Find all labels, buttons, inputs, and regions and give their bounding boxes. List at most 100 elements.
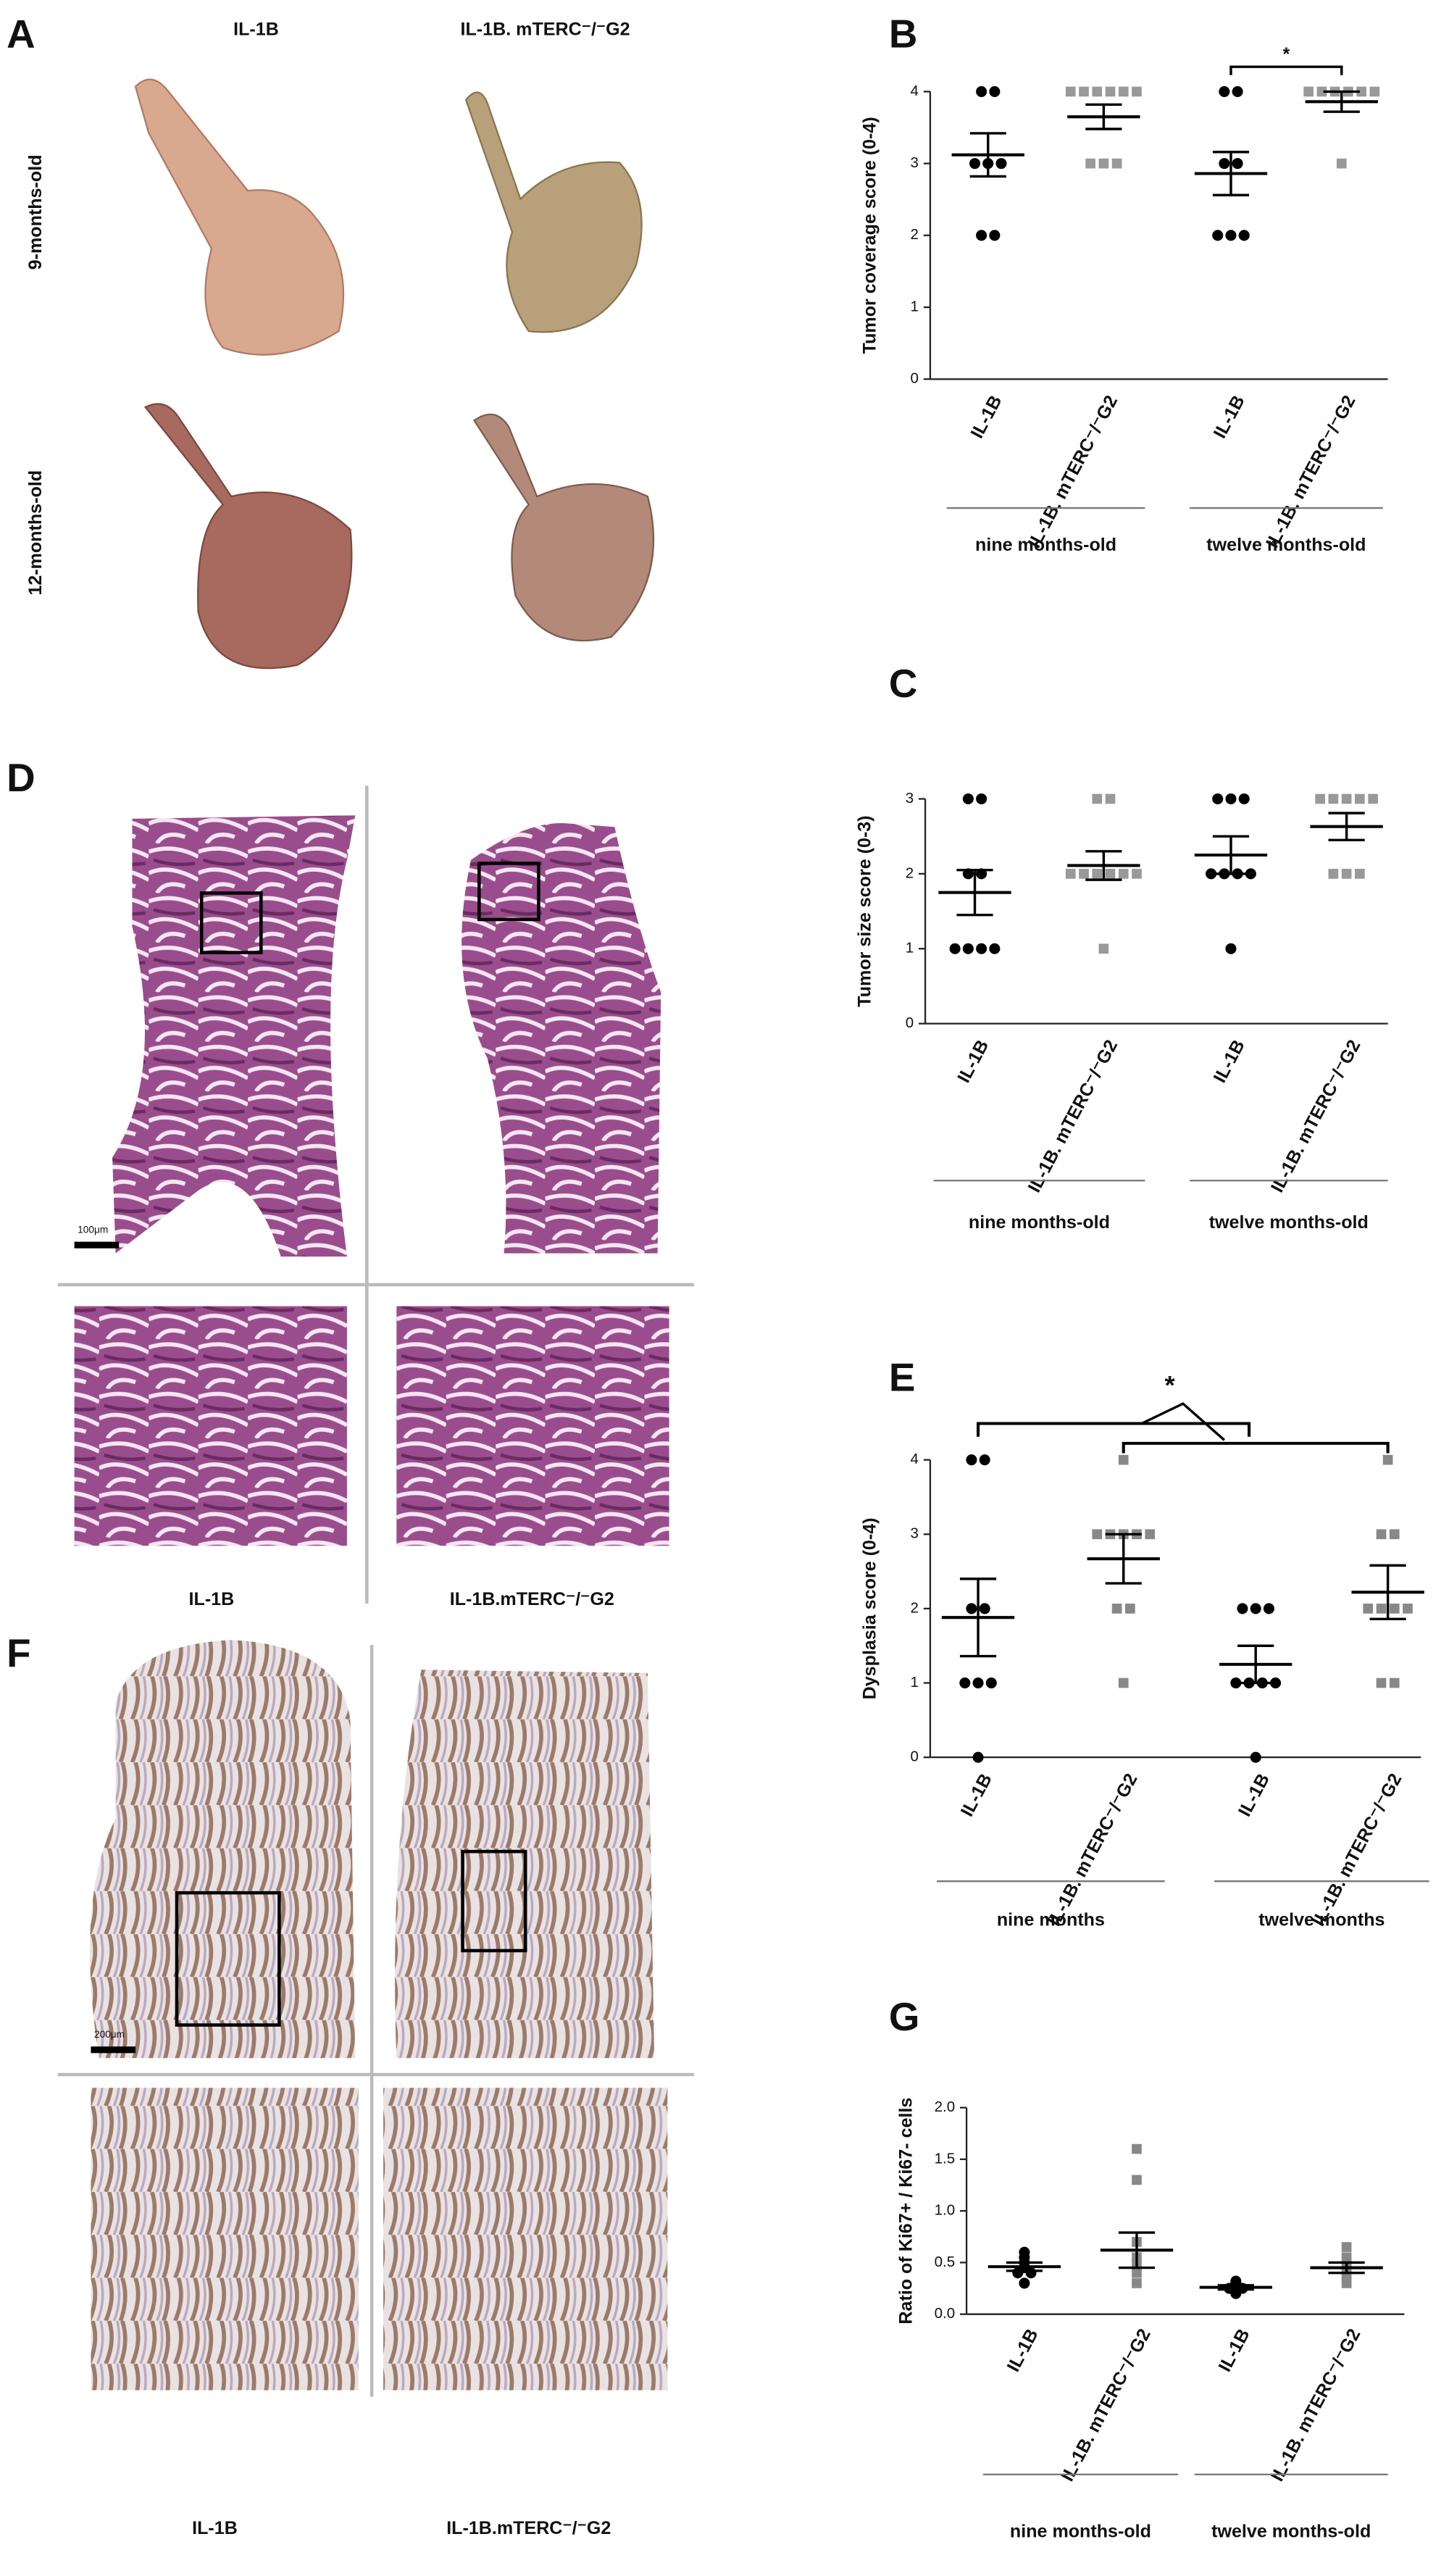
- y-tick-label: 0: [911, 1748, 919, 1765]
- data-point: [1206, 868, 1217, 880]
- y-tick-label: 2: [911, 226, 919, 243]
- data-point: [972, 1677, 984, 1689]
- row-label: 9-months-old: [25, 154, 46, 270]
- data-point: [976, 230, 987, 241]
- data-point: [1341, 793, 1352, 804]
- data-point: [1250, 1751, 1261, 1763]
- y-tick-label: 0: [911, 370, 919, 387]
- column-label: IL-1B. mTERC⁻/⁻G2: [461, 20, 630, 40]
- image-label: IL-1B.mTERC⁻/⁻G2: [450, 1589, 614, 1609]
- histology-image: [462, 822, 661, 1254]
- significance-bracket: [1122, 1441, 1390, 1454]
- image-label: IL-1B: [189, 1589, 235, 1609]
- x-tick-label: IL-1B. mTERC⁻/⁻G2: [1308, 1770, 1406, 1930]
- data-point: [976, 943, 987, 954]
- data-point: [1225, 230, 1237, 241]
- data-point: [1225, 793, 1237, 804]
- data-point: [1245, 868, 1256, 880]
- data-point: [1250, 1603, 1261, 1614]
- histology-image: [91, 2088, 359, 2390]
- y-tick-label: 3: [911, 154, 919, 171]
- data-point: [1105, 869, 1116, 879]
- x-tick-label: IL-1B: [1210, 392, 1249, 442]
- y-axis-label: Dysplasia score (0-4): [859, 1517, 880, 1699]
- y-tick-label: 0: [906, 1014, 914, 1031]
- data-point: [1232, 86, 1243, 97]
- group-label: nine months: [997, 1910, 1105, 1930]
- inset-box: [461, 1849, 527, 1953]
- group-label: twelve months: [1258, 1910, 1385, 1930]
- data-point: [989, 230, 1001, 241]
- histology-image: [112, 815, 356, 1257]
- data-point: [979, 1454, 990, 1466]
- data-point: [962, 943, 974, 954]
- data-point: [966, 1603, 977, 1614]
- panel-letter: C: [889, 661, 918, 706]
- x-tick-label: IL-1B: [1210, 1036, 1249, 1086]
- data-point: [1237, 1603, 1248, 1614]
- group-label: nine months-old: [969, 1212, 1110, 1233]
- significance-bracket: [1229, 65, 1343, 75]
- x-tick-label: IL-1B. mTERC⁻/⁻G2: [1057, 2325, 1155, 2485]
- inset-box: [175, 1891, 281, 2027]
- y-tick-label: 1: [911, 298, 919, 314]
- y-tick-label: 4: [911, 83, 919, 99]
- photo-specimen: [143, 403, 353, 670]
- y-tick-label: 2: [906, 864, 914, 881]
- data-point: [1303, 86, 1314, 97]
- data-point: [1105, 793, 1116, 804]
- panel-letter: G: [889, 1994, 920, 2039]
- x-tick-label: IL-1B: [1003, 2325, 1043, 2375]
- histology-image: [90, 1640, 356, 2059]
- data-point: [1085, 158, 1095, 169]
- data-point: [1219, 158, 1230, 170]
- data-point: [1328, 869, 1339, 879]
- y-tick-label: 4: [911, 1451, 919, 1467]
- data-point: [1132, 2267, 1142, 2278]
- data-point: [1212, 230, 1224, 241]
- panel-letter: E: [889, 1355, 916, 1400]
- y-tick-label: 3: [906, 790, 914, 806]
- y-tick-label: 3: [911, 1525, 919, 1542]
- data-point: [1238, 230, 1250, 241]
- data-point: [1363, 1604, 1374, 1614]
- data-point: [1355, 869, 1365, 879]
- y-tick-label: 0.5: [935, 2254, 956, 2270]
- data-point: [1389, 1529, 1400, 1540]
- data-point: [989, 943, 1001, 954]
- significance-bracket: [1141, 1402, 1225, 1441]
- histology-image: [74, 1306, 347, 1546]
- y-tick-label: 1.0: [935, 2202, 956, 2219]
- data-point: [1132, 86, 1142, 97]
- data-point: [1098, 943, 1109, 954]
- data-point: [1212, 793, 1224, 804]
- data-point: [1111, 158, 1122, 169]
- data-point: [1341, 2278, 1352, 2288]
- data-point: [1118, 86, 1129, 97]
- data-point: [989, 86, 1001, 97]
- data-point: [1336, 158, 1347, 169]
- panel-letter: D: [7, 755, 36, 800]
- data-point: [1012, 2267, 1024, 2279]
- panel-a: A IL-1B IL-1B. mTERC⁻/⁻G2 9-months-old 1…: [7, 12, 655, 670]
- y-tick-label: 1.5: [935, 2150, 956, 2167]
- data-point: [1118, 869, 1129, 879]
- data-point: [1132, 2175, 1142, 2185]
- group-label: twelve months-old: [1206, 535, 1366, 555]
- y-tick-label: 1: [906, 940, 914, 956]
- inset-box: [199, 891, 263, 954]
- data-point: [1092, 86, 1103, 97]
- x-tick-label: IL-1B. mTERC⁻/⁻G2: [1044, 1770, 1142, 1930]
- x-tick-label: IL-1B: [966, 392, 1006, 442]
- data-point: [1225, 943, 1237, 954]
- data-point: [1328, 793, 1339, 804]
- data-point: [1238, 793, 1250, 804]
- x-tick-label: IL-1B: [1214, 2325, 1253, 2375]
- data-point: [1376, 1529, 1387, 1540]
- data-point: [985, 1677, 997, 1689]
- data-point: [949, 943, 961, 954]
- panel-letter: F: [7, 1631, 30, 1676]
- panel-f: F 200μm IL-1B IL-1B.mTERC⁻/⁻G2: [7, 1631, 694, 2538]
- y-axis-label: Tumor coverage score (0-4): [859, 117, 880, 354]
- y-axis-label: Ratio of Ki67+ / Ki67- cells: [896, 2098, 916, 2325]
